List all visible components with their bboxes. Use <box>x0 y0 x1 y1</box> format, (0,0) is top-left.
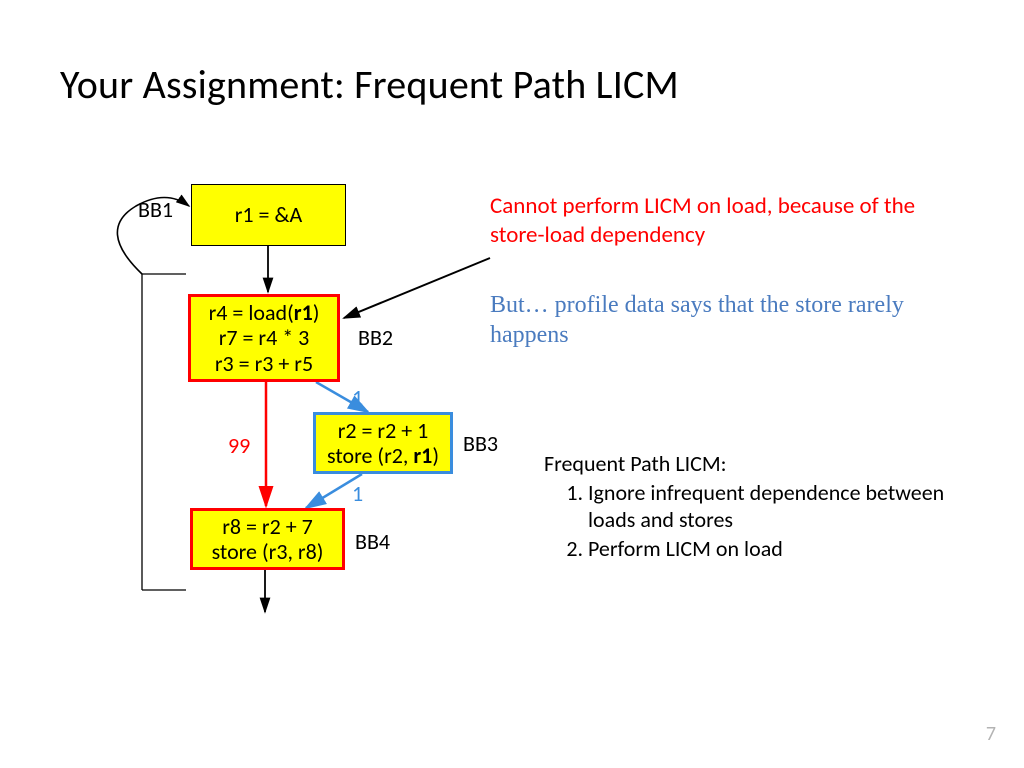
bb2-label: BB2 <box>358 324 393 351</box>
bb2-line2: r7 = r4 * 3 <box>219 325 310 350</box>
licm-item-2: Perform LICM on load <box>588 535 964 562</box>
bb4-line2: store (r3, r8) <box>212 539 324 564</box>
edge-99: 99 <box>228 432 250 459</box>
node-bb2: r4 = load(r1) r7 = r4 * 3 r3 = r3 + r5 <box>188 294 340 382</box>
bb3-line1: r2 = r2 + 1 <box>338 418 429 443</box>
bb1-line1: r1 = &A <box>235 202 302 227</box>
edge-1-top: 1 <box>352 384 363 411</box>
edge-1-bottom: 1 <box>352 480 363 507</box>
node-bb1: r1 = &A <box>191 184 346 246</box>
note-red: Cannot perform LICM on load, because of … <box>490 192 950 250</box>
bb2-line1: r4 = load(r1) <box>209 300 320 325</box>
bb4-line1: r8 = r2 + 7 <box>222 514 313 539</box>
node-bb4: r8 = r2 + 7 store (r3, r8) <box>190 508 345 570</box>
licm-summary: Frequent Path LICM: Ignore infrequent de… <box>544 450 964 564</box>
bb4-label: BB4 <box>355 528 390 555</box>
bb3-label: BB3 <box>463 430 498 457</box>
note-blue: But… profile data says that the store ra… <box>490 290 960 350</box>
bb3-line2: store (r2, r1) <box>327 443 439 468</box>
bb2-line3: r3 = r3 + r5 <box>215 351 313 376</box>
flow-diagram: BB1 r1 = &A BB2 r4 = load(r1) r7 = r4 * … <box>0 0 1024 768</box>
licm-item-1: Ignore infrequent dependence between loa… <box>588 479 964 533</box>
page-number: 7 <box>986 722 996 746</box>
diagram-connectors <box>0 0 1024 768</box>
licm-heading: Frequent Path LICM: <box>544 450 964 477</box>
node-bb3: r2 = r2 + 1 store (r2, r1) <box>313 412 453 474</box>
bb1-label: BB1 <box>138 196 173 223</box>
